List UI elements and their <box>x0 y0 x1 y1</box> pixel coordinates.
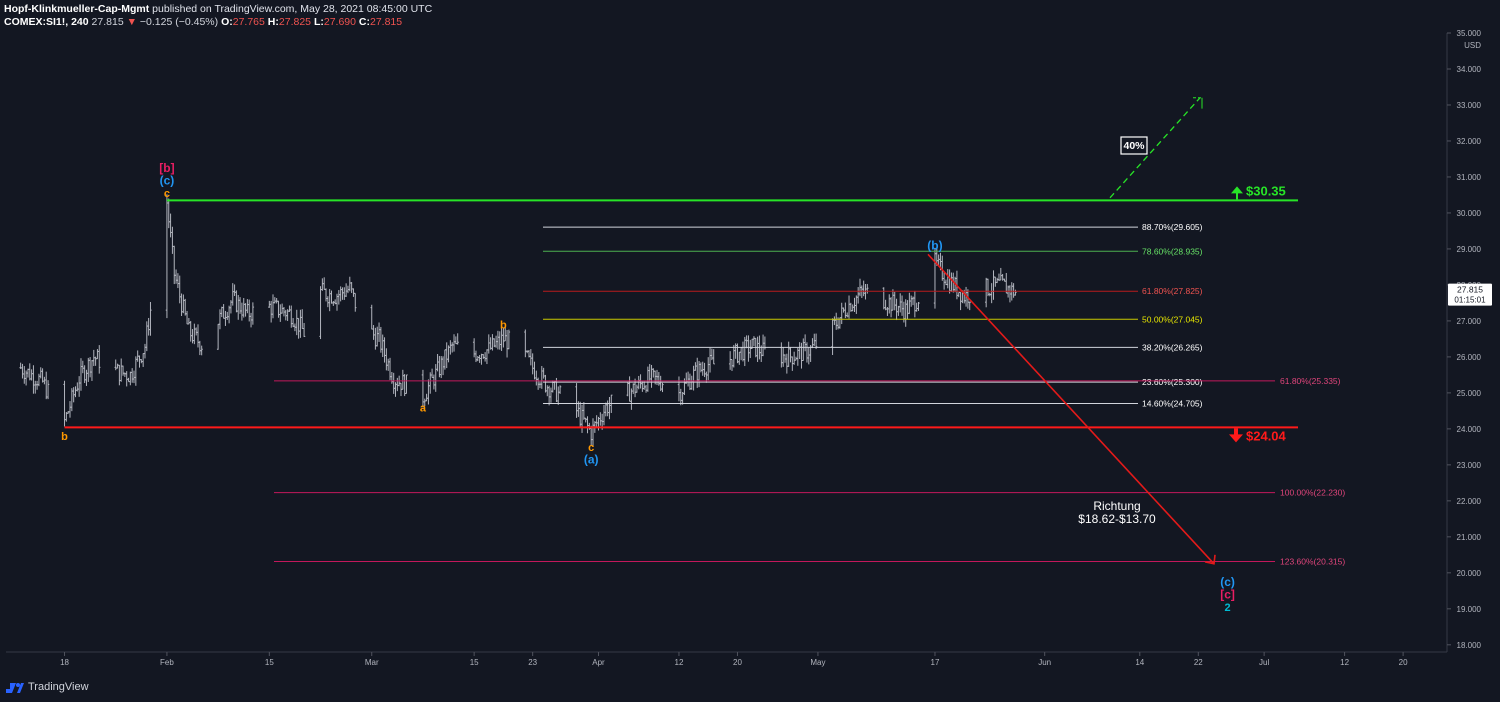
support-label: $24.04 <box>1246 428 1287 443</box>
close-label: C: <box>358 16 370 28</box>
time-tick-label: 17 <box>931 658 940 667</box>
target-range: $18.62-$13.70 <box>1078 512 1156 526</box>
wave-label: c <box>588 442 594 454</box>
up-arrow-icon <box>1231 186 1243 200</box>
ohlc-line: COMEX:SI1!, 240 27.815 ▼ −0.125 (−0.45%)… <box>4 16 432 29</box>
wave-label: (c) <box>1220 575 1235 589</box>
time-tick-label: 23 <box>528 658 537 667</box>
low-value: 27.690 <box>323 16 356 28</box>
wave-label: (b) <box>927 238 942 252</box>
percent-box <box>1120 136 1148 155</box>
current-price-tag <box>1448 283 1492 306</box>
last-price: 27.815 <box>91 16 124 28</box>
fib-extension-label: 100.00%(22.230) <box>1280 488 1345 498</box>
fib-retracement-label: 50.00%(27.045) <box>1142 314 1203 324</box>
upside-projection-line <box>1109 97 1201 199</box>
wave-label: [b] <box>159 161 174 175</box>
price-tick-label: 31.000 <box>1457 173 1482 182</box>
time-tick-label: Mar <box>365 658 379 667</box>
open-label: O: <box>221 16 233 28</box>
time-tick-label: 15 <box>265 658 274 667</box>
price-tick-label: 34.000 <box>1457 65 1482 74</box>
projection-arrow-line <box>927 253 1215 565</box>
fib-retracement-label: 38.20%(26.265) <box>1142 342 1203 352</box>
currency-label: USD <box>1464 41 1481 50</box>
time-tick-label: 12 <box>1340 658 1349 667</box>
price-tick-label: 20.000 <box>1457 569 1482 578</box>
high-value: 27.825 <box>278 16 312 28</box>
bar-countdown: 01:15:01 <box>1454 296 1486 305</box>
fib-extension-label: 61.80%(25.335) <box>1280 376 1341 386</box>
open-value: 27.765 <box>232 16 265 28</box>
price-tick-label: 26.000 <box>1457 353 1482 362</box>
symbol-label[interactable]: COMEX:SI1!, 240 <box>4 16 89 28</box>
time-tick-label: Jul <box>1259 658 1269 667</box>
price-tick-label: 21.000 <box>1457 533 1482 542</box>
fib-retracement-label: 88.70%(29.605) <box>1142 222 1203 232</box>
price-tick-label: 24.000 <box>1457 425 1482 434</box>
wave-label: 2 <box>1224 602 1230 614</box>
time-tick-label: 12 <box>675 658 684 667</box>
time-tick-label: 20 <box>733 658 742 667</box>
wave-label: [c] <box>1220 587 1235 601</box>
price-tick-label: 29.000 <box>1457 245 1482 254</box>
price-tick-label: 33.000 <box>1457 101 1482 110</box>
publish-info: published on TradingView.com, May 28, 20… <box>152 3 433 15</box>
down-arrow-icon <box>1229 428 1243 443</box>
price-tick-label: 30.000 <box>1457 209 1482 218</box>
percent-box-label: 40% <box>1123 140 1145 152</box>
resistance-label: $30.35 <box>1246 183 1286 198</box>
fib-retracement-label: 14.60%(24.705) <box>1142 399 1203 409</box>
fib-extension-label: 123.60%(20.315) <box>1280 556 1345 566</box>
time-tick-label: 14 <box>1135 658 1144 667</box>
low-label: L: <box>313 16 324 28</box>
footer: TradingView <box>6 681 89 693</box>
price-tick-label: 19.000 <box>1457 605 1482 614</box>
time-tick-label: Feb <box>160 658 174 667</box>
price-tick-label: 18.000 <box>1457 641 1482 650</box>
brand-name[interactable]: TradingView <box>28 681 89 693</box>
down-triangle-icon: ▼ <box>126 16 137 28</box>
fib-retracement-label: 78.60%(28.935) <box>1142 246 1203 256</box>
time-tick-label: Apr <box>592 658 605 667</box>
time-tick-label: 20 <box>1399 658 1408 667</box>
high-label: H: <box>267 16 279 28</box>
price-tick-label: 32.000 <box>1457 137 1482 146</box>
chart-header: Hopf-Klinkmueller-Cap-Mgmt published on … <box>4 3 432 29</box>
fib-retracement-label: 23.60%(25.300) <box>1142 377 1203 387</box>
tradingview-logo-icon <box>6 683 24 693</box>
price-tick-label: 23.000 <box>1457 461 1482 470</box>
wave-label: a <box>420 402 427 414</box>
wave-label: c <box>164 188 170 200</box>
wave-label: (a) <box>584 452 599 466</box>
time-tick-label: 18 <box>60 658 69 667</box>
time-tick-label: Jun <box>1038 658 1051 667</box>
current-price-value: 27.815 <box>1457 285 1483 295</box>
price-tick-label: 27.000 <box>1457 317 1482 326</box>
close-value: 27.815 <box>370 16 403 28</box>
target-title: Richtung <box>1093 499 1140 513</box>
price-tick-label: 35.000 <box>1457 29 1482 38</box>
price-tick-label: 22.000 <box>1457 497 1482 506</box>
wave-label: b <box>61 431 68 443</box>
author-name[interactable]: Hopf-Klinkmueller-Cap-Mgmt <box>4 3 150 15</box>
publish-line: Hopf-Klinkmueller-Cap-Mgmt published on … <box>4 3 432 16</box>
wave-label: b <box>500 320 507 332</box>
arrow-head-icon <box>1204 554 1216 565</box>
price-tick-label: 25.000 <box>1457 389 1482 398</box>
time-tick-label: May <box>810 658 825 667</box>
time-tick-label: 15 <box>470 658 479 667</box>
wave-label: (c) <box>160 174 175 188</box>
time-tick-label: 22 <box>1194 658 1203 667</box>
price-change: −0.125 (−0.45%) <box>139 16 219 28</box>
fib-retracement-label: 61.80%(27.825) <box>1142 286 1203 296</box>
